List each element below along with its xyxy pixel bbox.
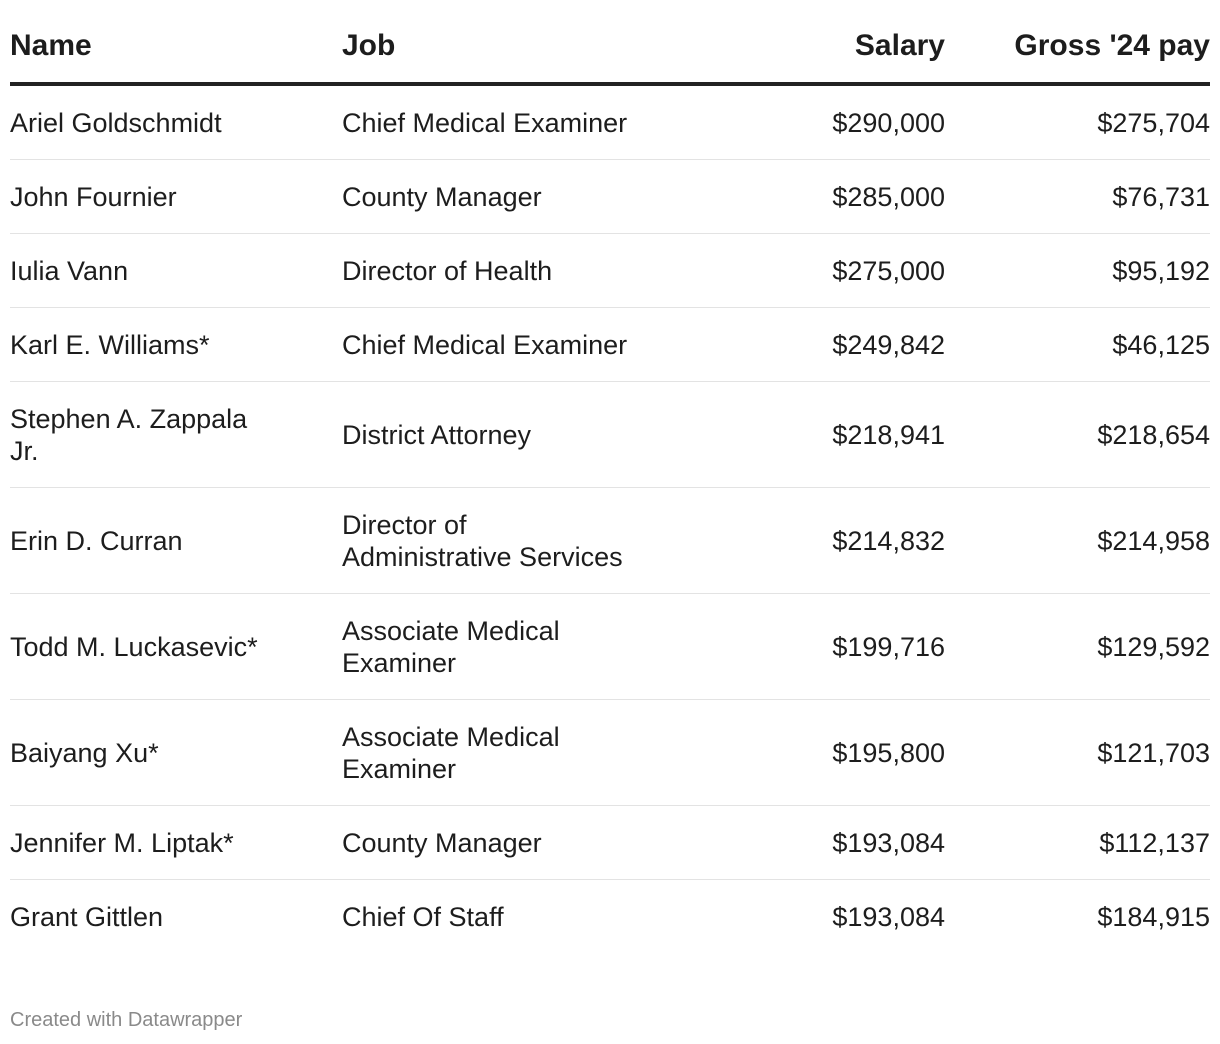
cell-job: Director of Administrative Services — [310, 487, 650, 594]
cell-salary: $199,716 — [650, 593, 945, 700]
cell-name: Iulia Vann — [10, 233, 310, 308]
table-row: John Fournier County Manager $285,000 $7… — [10, 159, 1210, 234]
column-header-job[interactable]: Job — [310, 28, 650, 86]
cell-name: Stephen A. Zappala Jr. — [10, 381, 310, 488]
cell-job: Chief Medical Examiner — [310, 84, 650, 160]
cell-salary: $193,084 — [832, 901, 945, 932]
datawrapper-credit[interactable]: Created with Datawrapper — [10, 1009, 243, 1031]
cell-job: Associate Medical Examiner — [310, 593, 650, 700]
table-row: Baiyang Xu* Associate Medical Examiner $… — [10, 699, 1210, 806]
cell-gross-pay: $76,731 — [945, 159, 1210, 234]
column-header-name[interactable]: Name — [10, 28, 310, 86]
cell-name: Ariel Goldschmidt — [10, 84, 310, 160]
cell-salary: $193,084 — [650, 805, 945, 880]
cell-gross-pay: $121,703 — [945, 699, 1210, 806]
cell-gross-pay: $184,915 — [1097, 901, 1210, 932]
table-row: Grant Gittlen Chief Of Staff $193,084 $1… — [10, 880, 1210, 954]
cell-gross-pay: $275,704 — [945, 84, 1210, 160]
cell-salary: $290,000 — [650, 84, 945, 160]
cell-name: Karl E. Williams* — [10, 307, 310, 382]
cell-salary: $285,000 — [650, 159, 945, 234]
cell-name: Todd M. Luckasevic* — [10, 593, 310, 700]
cell-job: Associate Medical Examiner — [310, 699, 650, 806]
cell-gross-pay: $46,125 — [945, 307, 1210, 382]
cell-job: Chief Medical Examiner — [310, 307, 650, 382]
cell-job: Chief Of Staff — [342, 901, 504, 932]
salary-table-container: Name Job Salary Gross '24 pay Ariel Gold… — [10, 28, 1210, 953]
cell-gross-pay: $214,958 — [945, 487, 1210, 594]
table-row: Todd M. Luckasevic* Associate Medical Ex… — [10, 593, 1210, 700]
cell-name: Grant Gittlen — [10, 901, 164, 932]
table-body: Ariel Goldschmidt Chief Medical Examiner… — [10, 84, 1210, 953]
cell-name: Baiyang Xu* — [10, 699, 310, 806]
table-row: Stephen A. Zappala Jr. District Attorney… — [10, 381, 1210, 488]
cell-job: District Attorney — [310, 381, 650, 488]
cell-gross-pay: $95,192 — [945, 233, 1210, 308]
cell-job: County Manager — [310, 805, 650, 880]
cell-name: John Fournier — [10, 159, 310, 234]
cell-name: Erin D. Curran — [10, 487, 310, 594]
cell-gross-pay: $129,592 — [945, 593, 1210, 700]
cell-gross-pay: $112,137 — [945, 805, 1210, 880]
table-row: Iulia Vann Director of Health $275,000 $… — [10, 233, 1210, 308]
cell-salary: $249,842 — [650, 307, 945, 382]
cell-salary: $195,800 — [650, 699, 945, 806]
table-row: Ariel Goldschmidt Chief Medical Examiner… — [10, 84, 1210, 160]
column-header-gross-pay[interactable]: Gross '24 pay — [945, 28, 1210, 86]
table-row: Jennifer M. Liptak* County Manager $193,… — [10, 805, 1210, 880]
header-row: Name Job Salary Gross '24 pay — [10, 28, 1210, 86]
salary-table: Name Job Salary Gross '24 pay Ariel Gold… — [10, 28, 1210, 953]
cell-gross-pay: $218,654 — [945, 381, 1210, 488]
table-row: Karl E. Williams* Chief Medical Examiner… — [10, 307, 1210, 382]
cell-salary: $218,941 — [650, 381, 945, 488]
cell-salary: $214,832 — [650, 487, 945, 594]
column-header-salary[interactable]: Salary — [650, 28, 945, 86]
table-header: Name Job Salary Gross '24 pay — [10, 28, 1210, 86]
table-row: Erin D. Curran Director of Administrativ… — [10, 487, 1210, 594]
cell-job: County Manager — [310, 159, 650, 234]
cell-job: Director of Health — [310, 233, 650, 308]
cell-salary: $275,000 — [650, 233, 945, 308]
cell-name: Jennifer M. Liptak* — [10, 805, 310, 880]
